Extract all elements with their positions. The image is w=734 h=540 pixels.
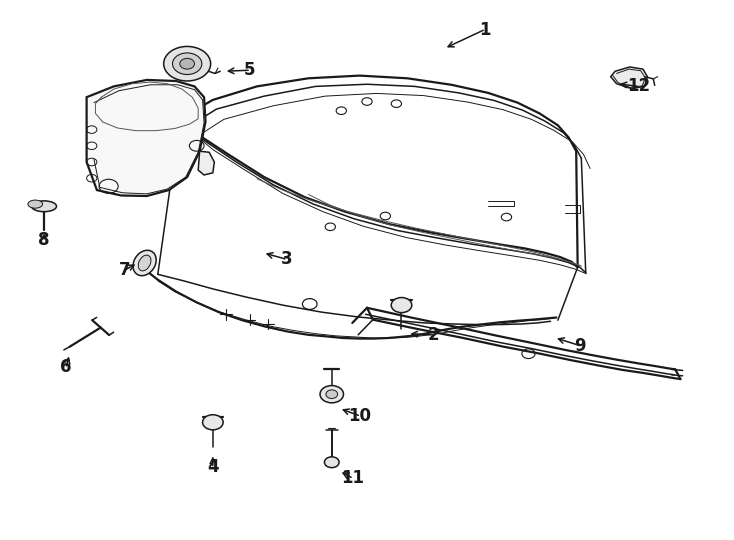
Text: 7: 7 <box>119 261 131 279</box>
Polygon shape <box>87 80 206 196</box>
Text: 12: 12 <box>627 77 650 96</box>
Text: 2: 2 <box>427 326 439 344</box>
Text: 10: 10 <box>348 407 371 425</box>
Circle shape <box>180 58 195 69</box>
Polygon shape <box>198 151 214 175</box>
Circle shape <box>203 415 223 430</box>
Text: 6: 6 <box>60 358 72 376</box>
Circle shape <box>164 46 211 81</box>
Text: 5: 5 <box>244 61 255 79</box>
Polygon shape <box>611 67 647 89</box>
Text: 9: 9 <box>574 336 586 355</box>
Text: 4: 4 <box>207 458 219 476</box>
Text: 1: 1 <box>479 21 490 39</box>
Circle shape <box>172 53 202 75</box>
Text: 8: 8 <box>38 231 50 249</box>
Ellipse shape <box>138 255 151 271</box>
Circle shape <box>320 386 344 403</box>
Ellipse shape <box>32 201 57 212</box>
Text: 11: 11 <box>341 469 364 487</box>
Text: 3: 3 <box>280 250 292 268</box>
Circle shape <box>391 298 412 313</box>
Ellipse shape <box>133 250 156 276</box>
Circle shape <box>324 457 339 468</box>
Circle shape <box>326 390 338 399</box>
Ellipse shape <box>28 200 43 208</box>
